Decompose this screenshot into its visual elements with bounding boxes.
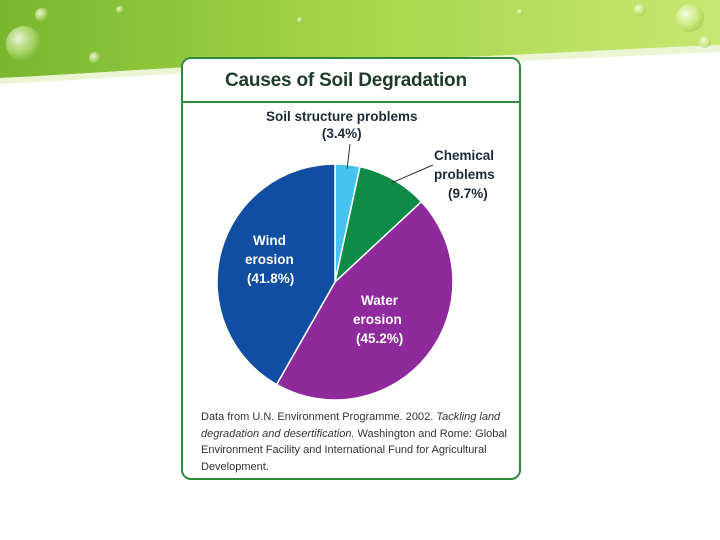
water-slice [275, 200, 454, 401]
chemical-label-value: (9.7%) [448, 186, 488, 201]
structure-leader-line [346, 143, 351, 169]
wind-slice [216, 163, 336, 386]
wind-label: Wind erosion (41.8%) [245, 231, 294, 288]
source-caption: Data from U.N. Environment Programme. 20… [201, 409, 516, 475]
water-label-value: (45.2%) [356, 331, 404, 346]
caption-title: Tackling land degradation and desertific… [201, 411, 501, 440]
water-label: Water erosion (45.2%) [353, 291, 403, 348]
structure-label: Soil structure problems (3.4%) [266, 108, 418, 142]
caption-suffix: Washington and Rome: Global Environment … [201, 427, 507, 473]
chemical-label-line2: problems [434, 167, 495, 182]
chemical-leader-line [391, 164, 434, 184]
structure-label-value: (3.4%) [321, 126, 362, 141]
water-label-line2: erosion [353, 312, 402, 327]
chemical-label-line1: Chemical [434, 148, 495, 163]
caption-prefix: Data from U.N. Environment Programme. 20… [201, 411, 437, 423]
chart-title: Causes of Soil Degradation [225, 70, 467, 91]
pie-chart [216, 143, 454, 401]
water-droplets-decoration [6, 4, 711, 64]
wind-label-line1: Wind [253, 233, 286, 248]
wind-label-value: (41.8%) [247, 271, 295, 286]
chart-card: Causes of Soil Degradation Soil structur… [181, 57, 521, 480]
card-header: Causes of Soil Degradation [183, 59, 519, 103]
structure-label-name: Soil structure problems [266, 109, 418, 124]
water-label-line1: Water [361, 293, 399, 308]
wind-label-line2: erosion [245, 252, 294, 267]
chemical-label: Chemical problems (9.7%) [434, 146, 495, 203]
